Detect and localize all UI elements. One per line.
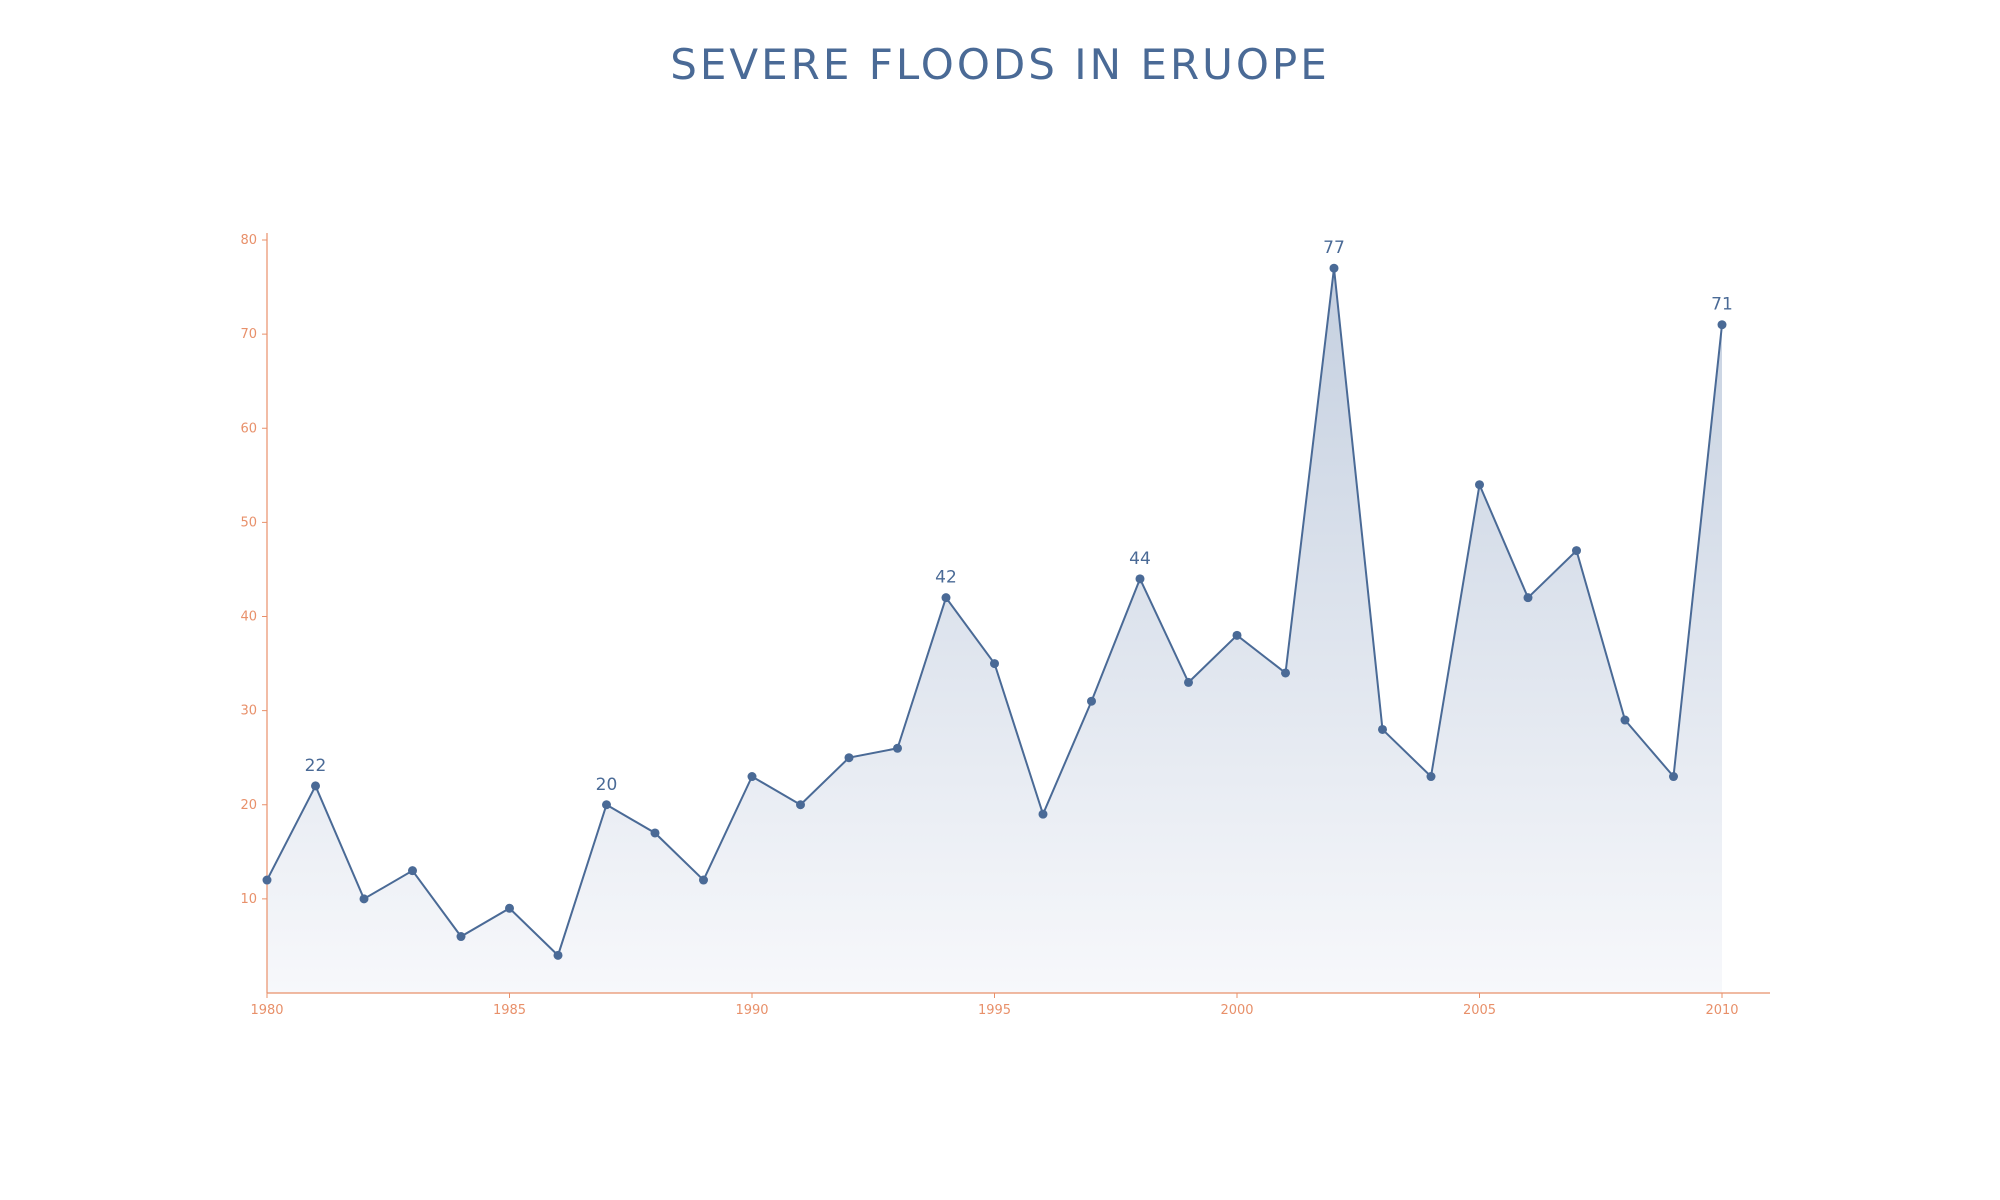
y-tick-label: 30 xyxy=(240,704,257,719)
data-point xyxy=(602,800,611,810)
data-point xyxy=(1087,696,1096,706)
data-label: 20 xyxy=(596,775,618,795)
data-point xyxy=(941,593,951,603)
y-tick-label: 70 xyxy=(240,327,257,342)
y-tick-label: 10 xyxy=(240,892,257,907)
data-point xyxy=(1426,772,1436,782)
x-tick-label: 1985 xyxy=(493,1003,526,1018)
data-point xyxy=(1135,574,1145,584)
data-point xyxy=(747,772,757,782)
x-tick-label: 1980 xyxy=(250,1003,283,1018)
data-point xyxy=(1378,724,1387,734)
data-label: 22 xyxy=(305,756,327,776)
data-point xyxy=(990,659,999,669)
data-point xyxy=(311,781,320,791)
data-point xyxy=(699,875,708,885)
data-point xyxy=(1184,677,1193,687)
x-tick-label: 1990 xyxy=(735,1003,768,1018)
data-point xyxy=(1232,630,1242,640)
data-point xyxy=(262,875,272,885)
y-tick-label: 60 xyxy=(240,421,257,436)
x-tick-label: 2005 xyxy=(1463,1003,1496,1018)
data-point xyxy=(650,828,660,838)
data-point xyxy=(1281,668,1290,678)
data-point xyxy=(893,743,902,753)
data-point xyxy=(1329,263,1339,273)
data-point xyxy=(796,800,805,810)
y-tick-label: 40 xyxy=(240,610,257,625)
data-point xyxy=(408,866,417,876)
chart-title: SEVERE FLOODS IN ERUOPE xyxy=(670,40,1330,89)
data-point xyxy=(1669,772,1678,782)
x-tick-label: 1995 xyxy=(978,1003,1011,1018)
x-tick-label: 2000 xyxy=(1220,1003,1253,1018)
data-point xyxy=(1620,715,1630,725)
y-tick-label: 80 xyxy=(240,233,257,248)
data-point xyxy=(1038,809,1048,819)
data-label: 71 xyxy=(1711,295,1733,315)
data-point xyxy=(1523,593,1533,603)
data-label: 42 xyxy=(935,568,957,588)
data-point xyxy=(359,894,369,904)
y-tick-label: 50 xyxy=(240,515,257,530)
y-tick-label: 20 xyxy=(240,798,257,813)
area-fill xyxy=(267,268,1722,993)
data-label: 44 xyxy=(1129,549,1151,569)
data-label: 77 xyxy=(1323,238,1345,258)
data-point xyxy=(1572,546,1581,556)
data-point xyxy=(505,903,514,913)
x-tick-label: 2010 xyxy=(1705,1003,1738,1018)
data-point xyxy=(844,753,854,763)
data-point xyxy=(1475,480,1484,490)
data-point xyxy=(1717,320,1727,330)
data-point xyxy=(553,950,563,960)
data-point xyxy=(456,932,466,942)
